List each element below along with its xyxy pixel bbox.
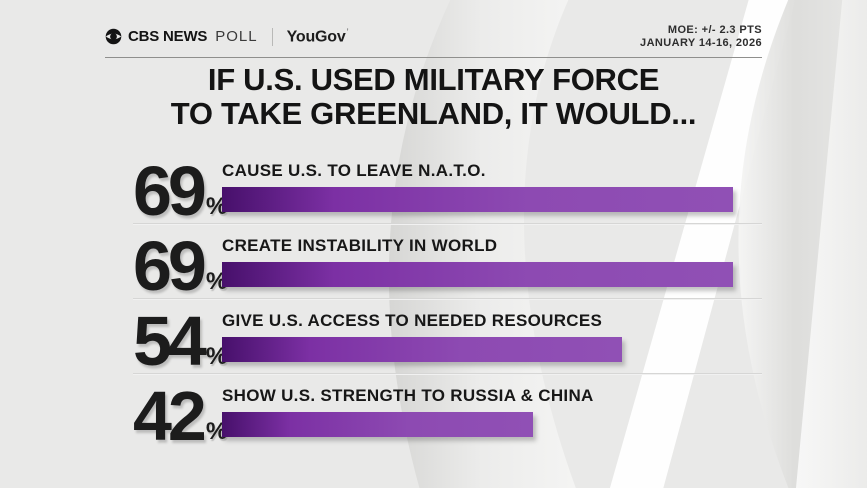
value-label: 42 % [133, 377, 227, 455]
value-unit: % [205, 418, 228, 445]
chart-title: IF U.S. USED MILITARY FORCE TO TAKE GREE… [0, 63, 867, 131]
bar [222, 262, 733, 287]
chart-title-line1: IF U.S. USED MILITARY FORCE [207, 62, 660, 97]
brand-yougov: YouGov’ [286, 27, 349, 46]
brand-poll: POLL [215, 28, 258, 46]
value-label: 54 % [133, 302, 227, 380]
row-separator [133, 298, 762, 300]
value-number: 54 [133, 302, 207, 380]
bar [222, 412, 533, 437]
bar [222, 187, 733, 212]
value-number: 69 [133, 227, 207, 305]
value-label: 69 % [133, 152, 227, 230]
value-unit: % [205, 268, 228, 295]
category-label: GIVE U.S. ACCESS TO NEEDED RESOURCES [222, 311, 603, 330]
bar [222, 337, 622, 362]
value-label: 69 % [133, 227, 227, 305]
moe-text: MOE: +/- 2.3 PTS [667, 24, 762, 36]
brand-lockup: CBS NEWS POLL YouGov’ [105, 27, 349, 46]
bar-area: CREATE INSTABILITY IN WORLD [222, 236, 762, 287]
bar-area: CAUSE U.S. TO LEAVE N.A.T.O. [222, 161, 762, 212]
category-label: CAUSE U.S. TO LEAVE N.A.T.O. [222, 161, 486, 180]
brand-divider [271, 27, 273, 46]
brand-cbs-news: CBS NEWS [128, 28, 208, 46]
row-separator [133, 223, 762, 225]
value-number: 69 [133, 152, 207, 230]
poll-rows: 69 % CAUSE U.S. TO LEAVE N.A.T.O. 69 % C… [133, 156, 762, 451]
poll-row: 69 % CAUSE U.S. TO LEAVE N.A.T.O. [133, 156, 762, 226]
header-rule [105, 57, 762, 58]
cbs-eye-icon [105, 28, 122, 45]
poll-row: 54 % GIVE U.S. ACCESS TO NEEDED RESOURCE… [133, 306, 762, 376]
poll-row: 69 % CREATE INSTABILITY IN WORLD [133, 231, 762, 301]
value-unit: % [205, 193, 228, 220]
category-label: CREATE INSTABILITY IN WORLD [222, 236, 498, 255]
category-label: SHOW U.S. STRENGTH TO RUSSIA & CHINA [222, 386, 594, 405]
row-separator [133, 373, 762, 375]
bar-area: SHOW U.S. STRENGTH TO RUSSIA & CHINA [222, 386, 762, 437]
value-number: 42 [133, 377, 207, 455]
value-unit: % [205, 343, 228, 370]
poll-meta: MOE: +/- 2.3 PTS JANUARY 14-16, 2026 [640, 24, 762, 50]
chart-title-line2: TO TAKE GREENLAND, IT WOULD... [170, 96, 697, 131]
poll-row: 42 % SHOW U.S. STRENGTH TO RUSSIA & CHIN… [133, 381, 762, 451]
date-text: JANUARY 14-16, 2026 [640, 37, 762, 49]
header: CBS NEWS POLL YouGov’ MOE: +/- 2.3 PTS J… [105, 18, 762, 56]
bar-area: GIVE U.S. ACCESS TO NEEDED RESOURCES [222, 311, 762, 362]
